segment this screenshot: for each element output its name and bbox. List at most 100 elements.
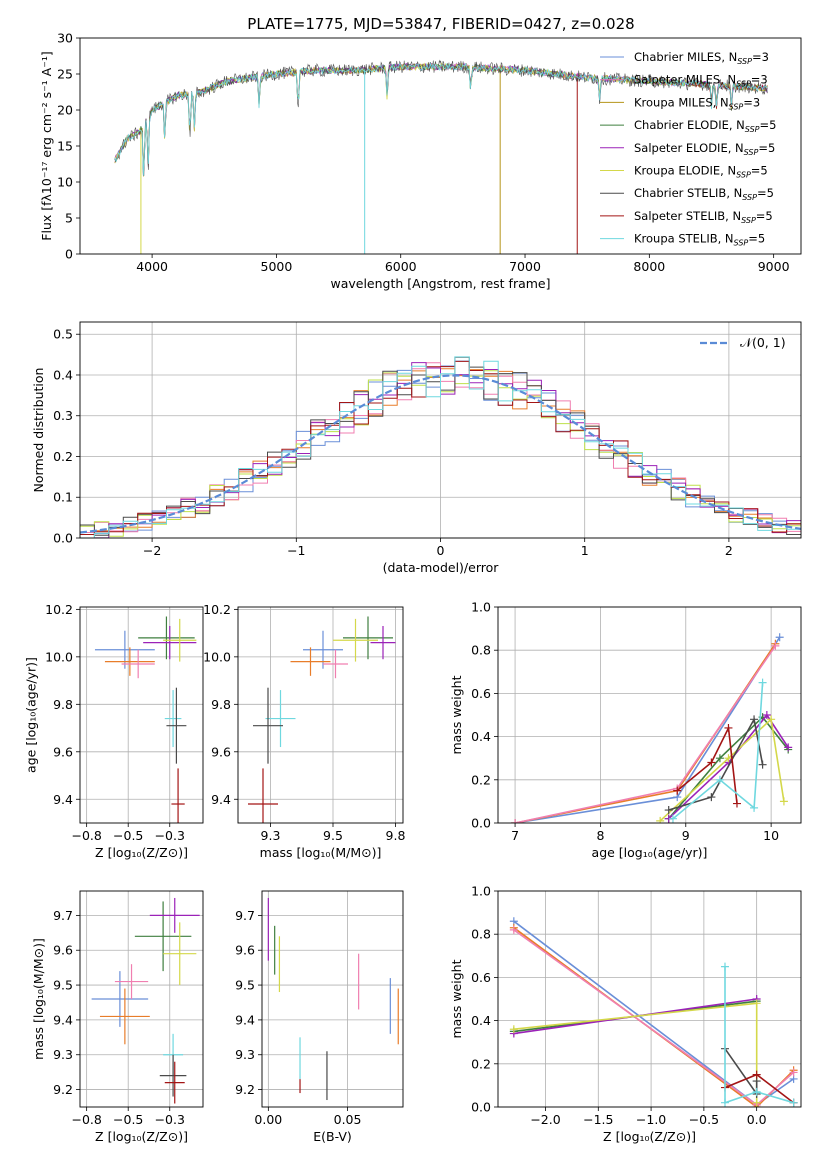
- x-axis-label: Z [log₁₀(Z/Z⊙)]: [603, 1129, 696, 1144]
- weight-marker: [758, 760, 767, 769]
- x-tick-label: 0.05: [334, 1112, 362, 1127]
- x-tick-label: −0.3: [155, 1112, 185, 1127]
- x-tick-label: −2.0: [530, 1112, 560, 1127]
- y-tick-label: 0.3: [53, 408, 73, 423]
- weight-marker: [752, 1087, 761, 1096]
- x-axis-label: Z [log₁₀(Z/Z⊙)]: [95, 845, 188, 860]
- weight-marker: [673, 786, 682, 795]
- y-tick-label: 9.6: [211, 744, 231, 759]
- y-tick-label: 9.7: [235, 908, 255, 923]
- weight_vs_Z-panel: −2.0 −1.5 −1.0 −0.5 0.0 0.0 0.2 0.4 0.6 0.8 1.0 Z […: [449, 884, 802, 1144]
- axes-frame: 4000 5000 6000 7000 8000 9000 0 5 10 15 20 25 30 wave…: [39, 31, 802, 291]
- weight-line: [659, 717, 785, 822]
- plot-area: [94, 616, 197, 823]
- y-tick-label: 9.6: [53, 943, 73, 958]
- weight-marker: [668, 814, 677, 823]
- axes-border: [261, 890, 404, 1108]
- histogram-kroupa-stelib: [80, 356, 801, 538]
- weight-marker: [720, 1098, 729, 1107]
- legend-label: Salpeter STELIB, NSSP=5: [634, 209, 773, 225]
- x-axis-label: (data-model)/error: [383, 560, 500, 575]
- weight-line: [672, 682, 764, 820]
- x-tick-label: −1.0: [636, 1112, 666, 1127]
- plot-area: [509, 917, 798, 1107]
- y-axis-label: mass weight: [449, 959, 464, 1038]
- y-tick-label: 15: [57, 139, 73, 154]
- x-tick-label: 5000: [261, 259, 293, 274]
- weight_vs_age-panel: 7 8 9 10 0.0 0.2 0.4 0.6 0.8 1.0 age [log₁₀(age/yr…: [449, 600, 802, 860]
- y-tick-label: 9.4: [53, 1012, 73, 1027]
- axes-border: [79, 890, 204, 1108]
- y-tick-label: 10.2: [45, 602, 73, 617]
- weight-marker: [752, 1098, 761, 1107]
- y-tick-label: 9.4: [235, 1012, 255, 1027]
- x-tick-label: −0.5: [689, 1112, 719, 1127]
- y-tick-label: 9.6: [235, 943, 255, 958]
- plot-area: [80, 356, 801, 538]
- x-tick-label: 7000: [509, 259, 541, 274]
- plot-area: [114, 59, 768, 254]
- gaussian-curve: [80, 374, 801, 534]
- weight-marker: [509, 925, 518, 934]
- weight-marker: [720, 962, 729, 971]
- axes-border: [237, 606, 404, 824]
- y-tick-label: 1.0: [471, 600, 491, 615]
- y-tick-label: 20: [57, 103, 73, 118]
- histogram-salpeter-stelib: [80, 360, 801, 535]
- y-tick-label: 10.2: [203, 602, 231, 617]
- x-axis-label: Z [log₁₀(Z/Z⊙)]: [95, 1129, 188, 1144]
- y-tick-label: 1.0: [471, 884, 491, 899]
- y-tick-label: 9.4: [53, 792, 73, 807]
- y-tick-label: 9.7: [53, 908, 73, 923]
- axes-frame: −0.8 −0.5 −0.3 9.2 9.3 9.4 9.5 9.6 9.7 Z [log₁₀(Z…: [31, 890, 204, 1144]
- plot-area: [248, 616, 396, 823]
- figure-title: PLATE=1775, MJD=53847, FIBERID=0427, z=0…: [247, 15, 634, 33]
- y-tick-label: 0.4: [471, 1013, 491, 1028]
- y-tick-label: 0.2: [471, 772, 491, 787]
- legend-label: Chabrier STELIB, NSSP=5: [634, 186, 774, 202]
- y-axis-label: mass weight: [449, 675, 464, 754]
- mass_vs_Z-panel: −0.8 −0.5 −0.3 9.2 9.3 9.4 9.5 9.6 9.7 Z [log₁₀(Z…: [31, 890, 204, 1144]
- x-axis-label: E(B-V): [313, 1129, 352, 1144]
- x-tick-label: −1: [287, 543, 305, 558]
- weight-marker: [758, 678, 767, 687]
- y-tick-label: 5: [65, 211, 73, 226]
- spectrum-line-kroupa-stelib: [114, 62, 768, 176]
- age_vs_Z-panel: −0.8 −0.5 −0.3 9.4 9.6 9.8 10.0 10.2 Z [log₁₀(Z/…: [24, 602, 204, 860]
- x-tick-label: 8000: [633, 259, 665, 274]
- y-tick-label: 0.0: [53, 531, 73, 546]
- weight-marker: [771, 641, 780, 650]
- axes-frame: −2.0 −1.5 −1.0 −0.5 0.0 0.0 0.2 0.4 0.6 0.8 1.0 Z […: [449, 884, 802, 1144]
- spectrum-panel: 4000 5000 6000 7000 8000 9000 0 5 10 15 20 25 30 wave…: [39, 31, 802, 291]
- plot-area: [511, 633, 793, 823]
- weight-marker: [750, 803, 759, 812]
- weight-line: [724, 966, 794, 1104]
- weight-marker: [767, 715, 776, 724]
- weight-marker: [784, 743, 793, 752]
- y-tick-label: 0.2: [471, 1056, 491, 1071]
- y-tick-label: 25: [57, 67, 73, 82]
- axes-frame: 7 8 9 10 0.0 0.2 0.4 0.6 0.8 1.0 age [log₁₀(age/yr…: [449, 600, 802, 860]
- y-tick-label: 0.6: [471, 686, 491, 701]
- y-tick-label: 9.8: [211, 697, 231, 712]
- axes-border: [497, 890, 802, 1108]
- legend: Chabrier MILES, NSSP=3 Salpeter MILES, NS…: [600, 50, 776, 248]
- y-axis-label: mass [log₁₀(M/M⊙)]: [31, 938, 46, 1060]
- x-axis-label: age [log₁₀(age/yr)]: [592, 845, 708, 860]
- weight-marker: [664, 806, 673, 815]
- y-tick-label: 0.4: [471, 729, 491, 744]
- legend-label: Chabrier MILES, NSSP=3: [634, 50, 769, 66]
- y-tick-label: 0.0: [471, 816, 491, 831]
- x-tick-label: 9.5: [323, 828, 343, 843]
- x-axis-label: mass [log₁₀(M/M⊙)]: [260, 845, 382, 860]
- axes-frame: 9.3 9.5 9.8 9.4 9.6 9.8 10.0 10.2 mass [log₁₀(M/…: [203, 602, 405, 860]
- x-tick-label: 9.3: [261, 828, 281, 843]
- x-tick-label: 1: [581, 543, 589, 558]
- y-axis-label: Normed distribution: [31, 368, 46, 493]
- weight-marker: [715, 754, 724, 763]
- y-tick-label: 9.2: [235, 1082, 255, 1097]
- y-tick-label: 0.0: [471, 1100, 491, 1115]
- x-tick-label: 0.0: [747, 1112, 767, 1127]
- weight-line: [513, 929, 795, 1106]
